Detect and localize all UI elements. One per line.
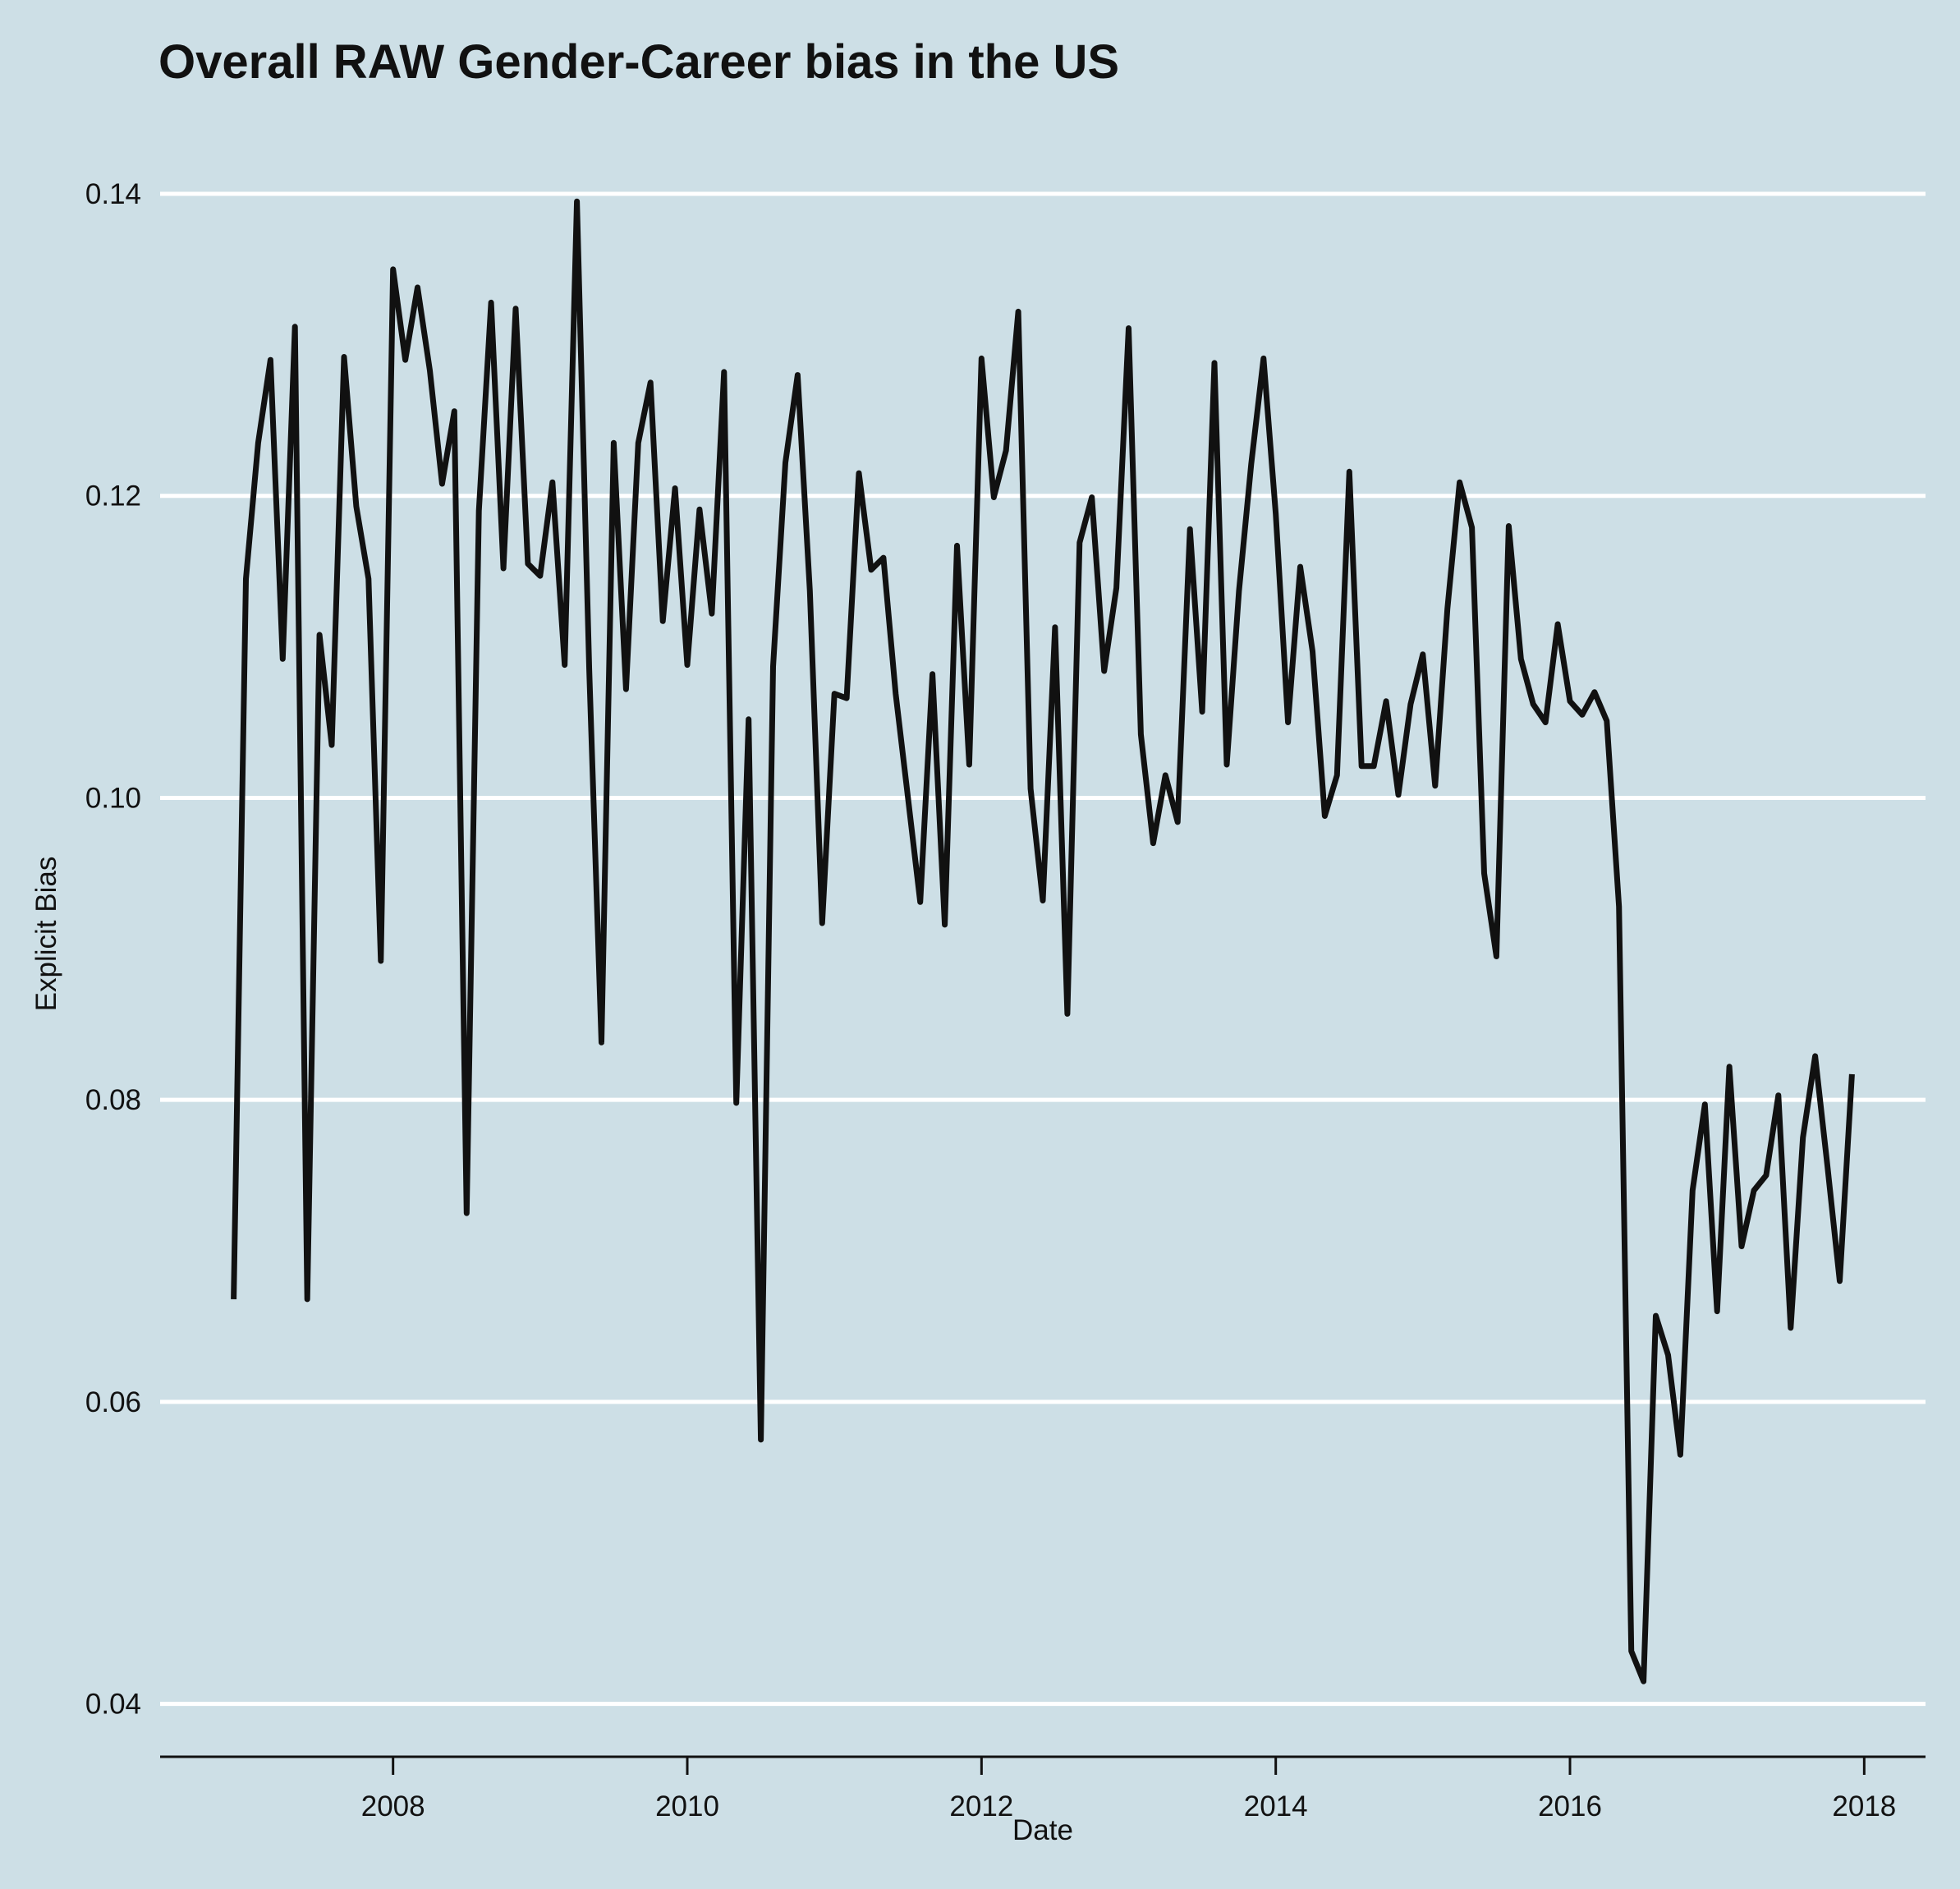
y-tick-label: 0.04 [85,1689,141,1721]
x-tick-label: 2008 [361,1790,425,1822]
x-tick-label: 2012 [949,1790,1013,1822]
y-axis-ticks: 0.04 0.06 0.08 0.10 0.12 0.14 [85,178,141,1721]
y-tick-label: 0.06 [85,1386,141,1418]
chart-title: Overall RAW Gender-Career bias in the US [158,35,1119,89]
y-axis-label: Explicit Bias [30,857,62,1012]
x-tick-label: 2014 [1244,1790,1308,1822]
y-tick-label: 0.12 [85,480,141,512]
x-axis-ticks: 2008 2010 2012 2014 2016 2018 [361,1757,1896,1822]
x-axis-label: Date [1012,1814,1073,1846]
y-tick-label: 0.10 [85,782,141,814]
y-tick-label: 0.14 [85,178,141,210]
x-tick-label: 2016 [1538,1790,1602,1822]
x-tick-label: 2010 [655,1790,719,1822]
x-tick-label: 2018 [1832,1790,1896,1822]
series-line [231,198,1855,1684]
y-tick-label: 0.08 [85,1084,141,1116]
